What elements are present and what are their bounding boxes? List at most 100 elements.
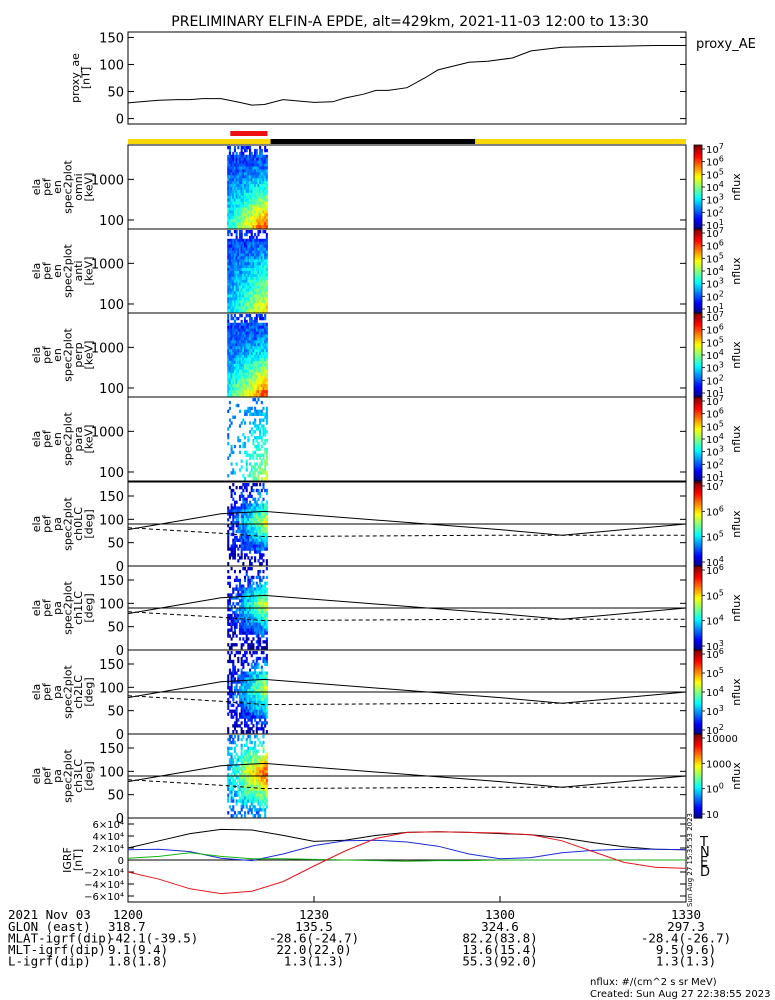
pa_ch3-pixel <box>242 773 245 777</box>
spec_anti-pixel <box>227 241 230 246</box>
footer-row-value: 9.5(9.6) <box>656 942 716 957</box>
spec_anti-colorbar-band <box>694 287 702 290</box>
spec_anti-pixel <box>265 241 268 246</box>
spec_anti-colorbar-band <box>694 236 702 238</box>
spec_omni-pixel <box>245 216 248 220</box>
spec_perp-pixel <box>250 372 253 376</box>
pa_ch2-pixel <box>237 703 240 708</box>
pa_ch3-colorbar-band <box>694 771 702 774</box>
pa_ch3-pixel <box>254 770 257 774</box>
pa_ch2-pixel <box>262 686 265 690</box>
pa_ch0-pixel <box>232 538 235 542</box>
spec_anti-pixel <box>260 303 263 307</box>
pa_ch1-pixel <box>230 567 233 571</box>
spec_omni-colorbar-band <box>694 194 702 196</box>
spec_perp-pixel <box>232 390 235 394</box>
spec_omni-colorbar-tick-label: 107 <box>706 142 724 156</box>
pa_ch1-pixel <box>259 602 262 606</box>
pa_ch2-pixel <box>228 653 231 658</box>
spec_para-pixel <box>260 459 263 463</box>
spec_anti-pixel <box>242 259 245 263</box>
pa_ch0-pixel <box>242 488 245 493</box>
spec_anti-pixel <box>238 285 242 289</box>
spec_anti-pixel <box>235 265 238 269</box>
spec_anti-pixel <box>242 285 245 289</box>
pa_ch0-colorbar-band <box>694 511 702 514</box>
spec_perp-pixel <box>260 375 263 379</box>
spec_anti-pixel <box>257 271 260 275</box>
pa_ch2-colorbar-band <box>694 700 702 703</box>
pa_ch0-pixel <box>265 538 268 542</box>
spec_perp-pixel <box>238 390 242 394</box>
pa_ch0-pixel <box>250 521 253 525</box>
pa_ch3-pixel <box>227 799 230 803</box>
pa_ch3-colorbar-band <box>694 742 702 745</box>
spec_anti-colorbar-band <box>694 262 702 265</box>
pa_ch1-pixel <box>235 575 238 580</box>
spec_omni-pixel <box>264 181 267 185</box>
spec_omni-pixel <box>255 178 258 182</box>
spec_anti-colorbar-band <box>694 245 702 248</box>
pa_ch1-colorbar-band <box>694 574 702 577</box>
spec_omni-pixel <box>259 198 262 203</box>
pa_ch1-pixel <box>249 578 252 583</box>
spec_perp-pixel <box>243 369 247 373</box>
pa_ch2-pixel <box>242 680 245 684</box>
pa_ch2-pixel <box>259 683 262 687</box>
pa_ch2-colorbar-band <box>694 699 702 701</box>
pa_ch0-colorbar-band <box>694 503 702 505</box>
spec_perp-pixel <box>245 381 248 385</box>
spec_omni-colorbar-tick-label: 104 <box>706 180 724 194</box>
pa_ch2-pixel <box>245 680 248 684</box>
spec_anti-pixel <box>260 282 263 287</box>
spec_anti-pixel <box>249 230 252 234</box>
spec_perp-pixel <box>260 316 263 321</box>
pa_ch3-pixel <box>233 770 236 774</box>
pa_ch1-pixel <box>265 602 268 606</box>
pa_ch2-pixel <box>257 721 260 725</box>
spec_omni-pixel <box>232 163 235 167</box>
pa_ch1-pixel <box>245 613 248 618</box>
pa_ch0-pixel <box>259 503 262 507</box>
pa_ch2-colorbar-band <box>694 731 702 734</box>
spec_omni-pixel <box>240 213 243 217</box>
pa_ch3-colorbar-band <box>694 759 702 762</box>
pa_ch2-colorbar-band <box>694 718 702 721</box>
spec_anti-pixel <box>228 282 231 287</box>
pa_ch3-pixel <box>245 805 248 809</box>
pa_ch1-pixel <box>238 631 242 635</box>
pa_ch3-pixel <box>265 787 268 792</box>
pa_ch2-pixel <box>243 680 247 684</box>
spec_para-pixel <box>249 430 252 434</box>
pa_ch1-pixel <box>250 602 253 606</box>
spec_anti-pixel <box>227 273 230 278</box>
spec_omni-pixel <box>262 160 265 164</box>
pa_ch1-antiloss-cone-line <box>127 611 686 622</box>
spec_perp-pixel <box>252 390 255 394</box>
spec_perp-colorbar-band <box>694 384 702 387</box>
pa_ch3-pixel <box>255 749 258 753</box>
spec_anti-pixel <box>227 309 230 313</box>
pa_ch3-pixel <box>247 799 250 803</box>
spec_perp-pixel <box>254 378 257 382</box>
spec_anti-pixel <box>243 247 247 251</box>
spec_para-colorbar-band <box>694 412 702 415</box>
pa_ch0-pixel <box>245 538 248 542</box>
pa_ch3-pixel <box>252 755 255 759</box>
spec_omni-pixel <box>257 166 260 170</box>
spec_para-pixel <box>259 453 262 457</box>
pa_ch2-pixel <box>252 715 255 719</box>
pa_ch2-pixel <box>255 656 258 661</box>
spec_anti-pixel <box>233 294 236 298</box>
pa_ch0-pixel <box>249 521 252 525</box>
spec_anti-pixel <box>252 291 255 295</box>
spec_anti-pixel <box>257 309 260 313</box>
spec_omni-pixel <box>250 222 253 226</box>
spec_anti-pixel <box>249 300 252 304</box>
spec_omni-pixel <box>230 213 233 217</box>
spec_perp-pixel <box>228 363 231 368</box>
pa_ch2-antiloss-cone-line <box>127 695 686 706</box>
pa_ch3-pixel <box>237 799 240 803</box>
pa_ch1-pixel <box>235 625 238 629</box>
spec_perp-pixel <box>249 360 252 365</box>
